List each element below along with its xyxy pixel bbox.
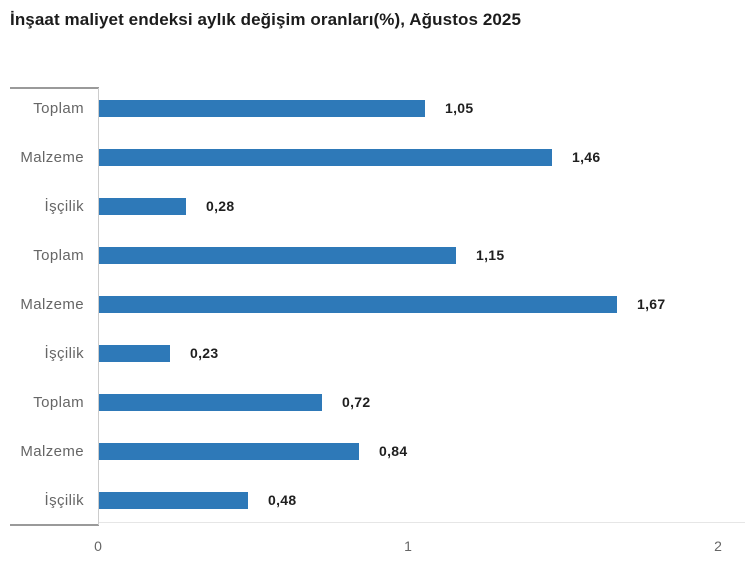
- category-label: Toplam: [33, 247, 84, 264]
- bar: [99, 394, 322, 411]
- category-axis-bottom-border: [10, 524, 99, 526]
- value-label: 0,28: [206, 198, 235, 214]
- category-label: Malzeme: [20, 443, 84, 460]
- x-axis-tick-label: 0: [94, 538, 102, 554]
- category-axis-top-border: [10, 87, 99, 89]
- category-label: Toplam: [33, 100, 84, 117]
- category-label: Malzeme: [20, 149, 84, 166]
- value-label: 1,15: [476, 247, 505, 263]
- y-axis-line: [98, 88, 99, 525]
- x-axis-tick-label: 1: [404, 538, 412, 554]
- x-axis-line: [99, 522, 745, 523]
- bar: [99, 443, 359, 460]
- category-label: İşçilik: [44, 345, 84, 362]
- value-label: 1,05: [445, 100, 474, 116]
- value-label: 0,23: [190, 345, 219, 361]
- category-label: İşçilik: [44, 492, 84, 509]
- chart-title: İnşaat maliyet endeksi aylık değişim ora…: [10, 10, 522, 29]
- value-label: 0,84: [379, 443, 408, 459]
- value-label: 1,67: [637, 296, 666, 312]
- category-label: Malzeme: [20, 296, 84, 313]
- category-label: Toplam: [33, 394, 84, 411]
- bar: [99, 198, 186, 215]
- value-label: 1,46: [572, 149, 601, 165]
- value-label: 0,48: [268, 492, 297, 508]
- bar: [99, 149, 552, 166]
- bar: [99, 492, 248, 509]
- bar: [99, 345, 170, 362]
- bar: [99, 247, 456, 264]
- value-label: 0,72: [342, 394, 371, 410]
- x-axis-tick-label: 2: [714, 538, 722, 554]
- category-label: İşçilik: [44, 198, 84, 215]
- bar: [99, 100, 425, 117]
- bar: [99, 296, 617, 313]
